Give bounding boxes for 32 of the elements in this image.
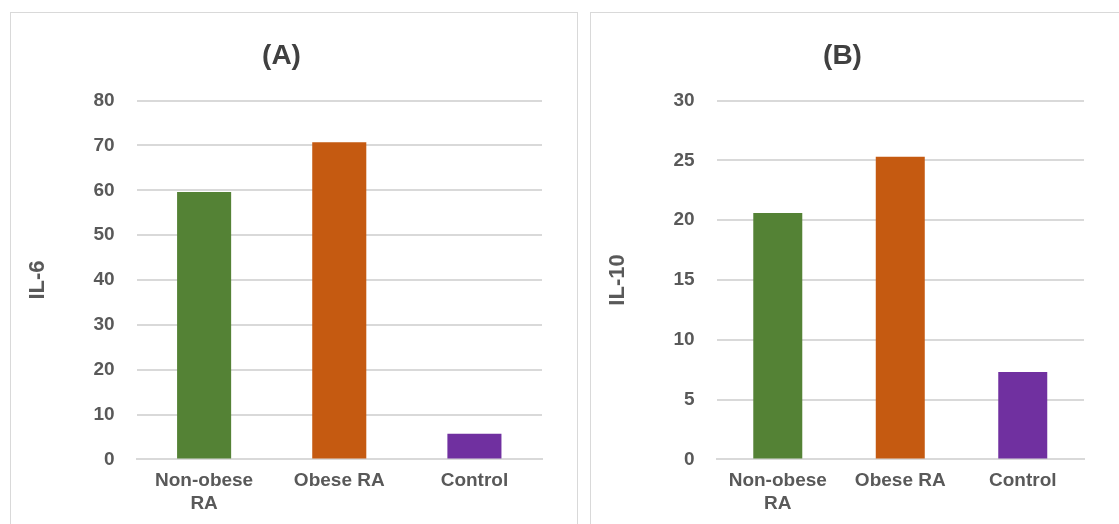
y-tick-label: 10 xyxy=(673,328,695,350)
y-axis-title: IL-6 xyxy=(24,260,50,300)
y-tick-label: 5 xyxy=(683,387,695,409)
chart-title: (A) xyxy=(262,38,301,70)
y-tick-label: 30 xyxy=(93,313,115,335)
y-tick-label: 30 xyxy=(673,88,695,110)
bar xyxy=(177,192,232,459)
y-tick-label: 20 xyxy=(673,208,695,230)
bar xyxy=(875,156,925,459)
y-tick-label: 25 xyxy=(673,148,695,170)
y-axis-title: IL-10 xyxy=(604,254,630,306)
chart-title: (B) xyxy=(823,38,862,70)
y-tick-label: 80 xyxy=(93,88,115,110)
x-tick-label: Control xyxy=(440,469,509,491)
y-tick-label: 60 xyxy=(93,178,115,200)
bar xyxy=(312,142,367,459)
x-tick-label: Obese RA xyxy=(293,469,385,491)
y-tick-label: 50 xyxy=(93,223,115,245)
bar xyxy=(998,372,1048,459)
y-tick-label: 40 xyxy=(93,268,115,290)
y-tick-label: 0 xyxy=(683,447,695,469)
x-tick-label: Non-obese RA xyxy=(155,469,254,513)
bar xyxy=(753,213,803,459)
x-tick-label: Obese RA xyxy=(854,469,946,491)
y-tick-label: 20 xyxy=(93,357,115,379)
y-tick-label: 70 xyxy=(93,133,115,155)
x-tick-label: Control xyxy=(988,469,1057,491)
y-tick-label: 0 xyxy=(103,447,115,469)
bar xyxy=(447,433,502,459)
y-tick-label: 10 xyxy=(93,402,115,424)
x-tick-label: Non-obese RA xyxy=(728,469,827,513)
y-tick-label: 15 xyxy=(673,268,695,290)
